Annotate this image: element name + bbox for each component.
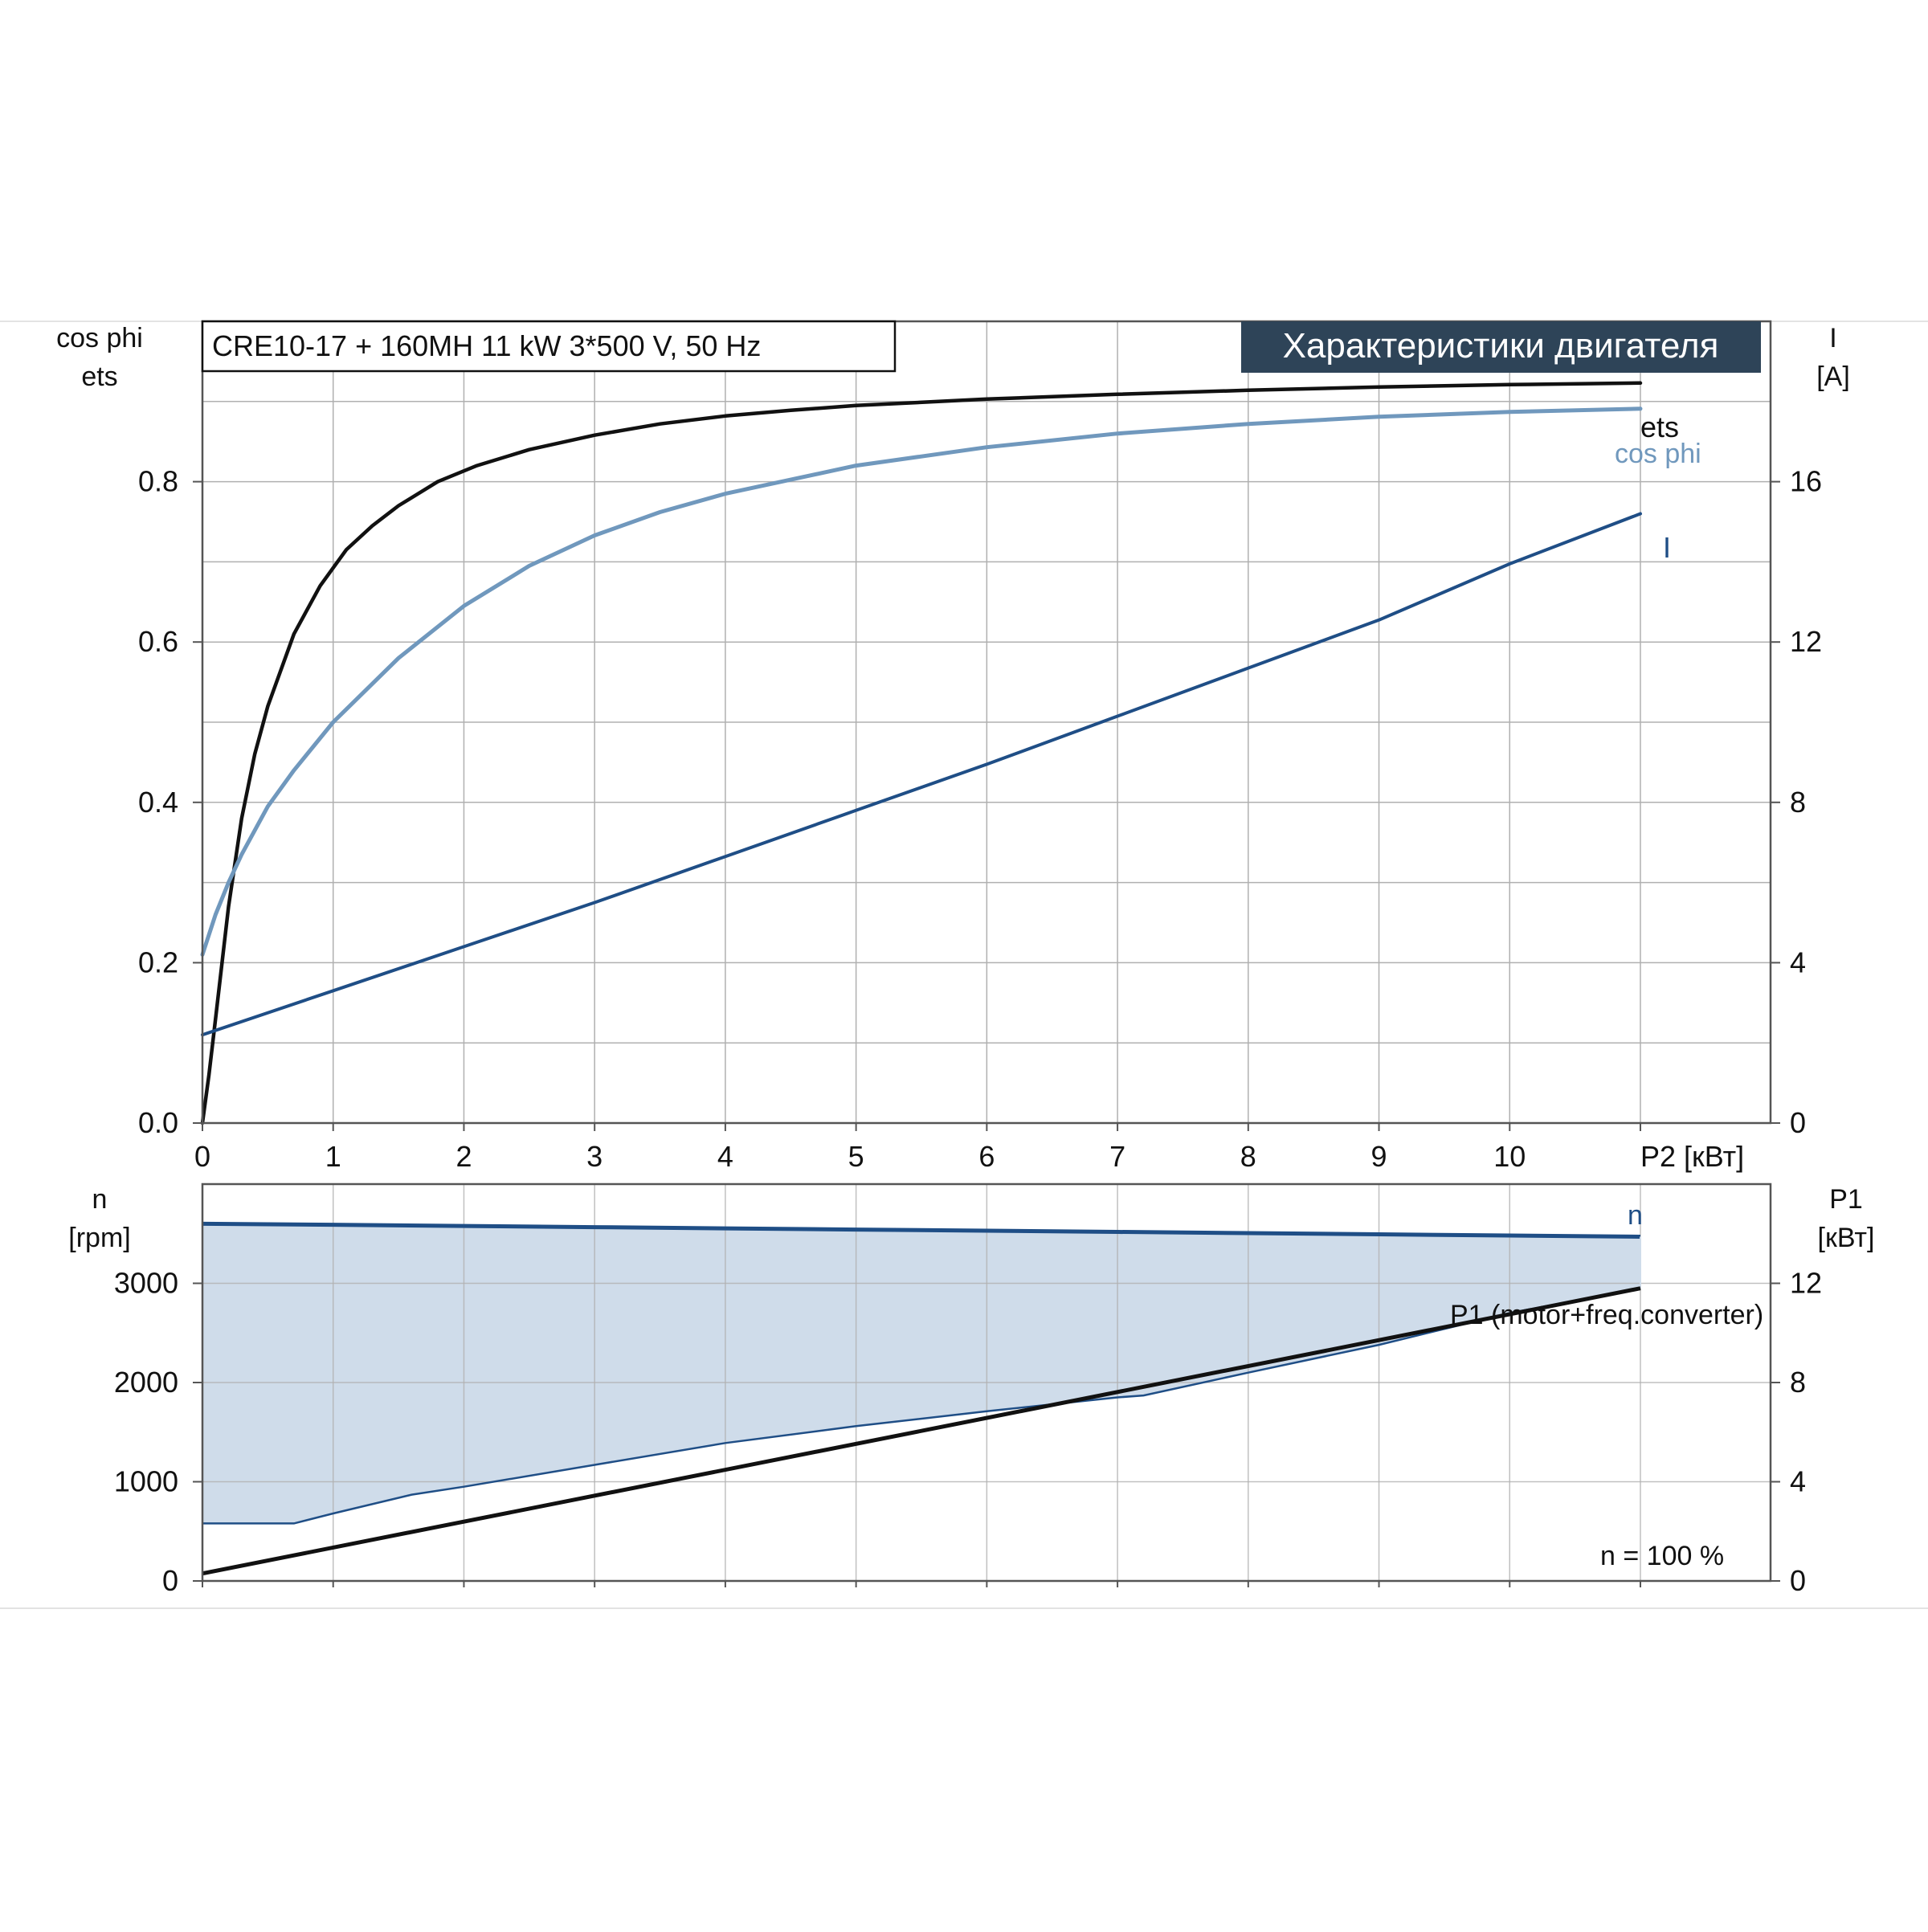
top-right-axis-label-1: I	[1829, 323, 1836, 353]
speed-series-label: n	[1628, 1200, 1643, 1231]
x-tick-label: 1	[325, 1140, 341, 1173]
operating-range-area	[202, 1223, 1640, 1524]
bottom-y-right-tick-label: 0	[1790, 1564, 1806, 1597]
y-right-tick-label: 12	[1790, 625, 1822, 658]
ets-series-label: ets	[1640, 410, 1679, 443]
bottom-y-left-tick-label: 2000	[114, 1366, 178, 1399]
speed-curve	[202, 1221, 1641, 1239]
p1-series-label: P1 (motor+freq.converter)	[1450, 1300, 1763, 1330]
bottom-tick-labels: 0 1000 2000 3000 0 4 8 12	[114, 1267, 1822, 1598]
x-tick-label: 10	[1493, 1140, 1526, 1173]
model-label: CRE10-17 + 160MH 11 kW 3*500 V, 50 Hz	[212, 329, 761, 362]
bottom-y-left-tick-label: 0	[162, 1564, 178, 1597]
current-line	[201, 512, 1642, 1037]
x-tick-label: 4	[717, 1140, 733, 1173]
model-box	[201, 320, 897, 373]
y-left-tick-label: 0.2	[138, 946, 178, 978]
bottom-y-right-tick-label: 12	[1790, 1267, 1822, 1300]
x-tick-label: 9	[1371, 1140, 1387, 1173]
x-tick-label: 7	[1109, 1140, 1125, 1173]
y-right-tick-label: 4	[1790, 946, 1806, 978]
cos-phi-series-label: cos phi	[1615, 439, 1701, 469]
top-left-axis-label-2: ets	[81, 361, 117, 392]
bottom-left-axis-label-1: n	[92, 1184, 108, 1215]
bottom-right-axis-label-1: P1	[1829, 1184, 1863, 1215]
x-tick-label: 0	[194, 1140, 210, 1173]
y-left-tick-label: 0.8	[138, 465, 178, 498]
top-left-axis-label-1: cos phi	[56, 323, 143, 353]
x-tick-label: 5	[848, 1140, 864, 1173]
x-tick-label: 8	[1240, 1140, 1256, 1173]
ets-curve	[200, 381, 1643, 1125]
y-right-tick-label: 16	[1790, 465, 1822, 498]
min-speed-curve	[202, 1287, 1641, 1525]
speed-range-fill	[202, 1223, 1640, 1524]
top-gridlines	[202, 321, 1771, 1123]
cos-phi-curve	[200, 406, 1643, 957]
bottom-series-group	[202, 1221, 1641, 1576]
speed-annotation: n = 100 %	[1600, 1541, 1724, 1571]
bottom-y-right-tick-label: 4	[1790, 1465, 1806, 1498]
y-left-tick-label: 0.6	[138, 625, 178, 658]
top-right-axis-label-2: [A]	[1816, 361, 1850, 392]
p1-power-line	[202, 1286, 1641, 1576]
bottom-y-left-tick-label: 1000	[114, 1465, 178, 1498]
x-axis-label: P2 [кВт]	[1640, 1140, 1744, 1173]
bottom-left-axis-label-2: [rpm]	[68, 1223, 130, 1253]
bottom-y-left-tick-label: 3000	[114, 1267, 178, 1300]
x-tick-label: 6	[978, 1140, 995, 1173]
bottom-right-axis-label-2: [кВт]	[1818, 1223, 1875, 1253]
x-tick-label: 3	[586, 1140, 602, 1173]
top-series-group	[200, 381, 1643, 1125]
current-series-label: I	[1663, 531, 1671, 564]
title-box	[1241, 321, 1761, 373]
y-right-tick-label: 0	[1790, 1106, 1806, 1139]
x-tick-label: 2	[455, 1140, 472, 1173]
y-left-tick-label: 0.4	[138, 786, 178, 819]
y-right-tick-label: 8	[1790, 786, 1806, 819]
chart-title: Характеристики двигателя	[1283, 326, 1719, 366]
bottom-y-right-tick-label: 8	[1790, 1366, 1806, 1399]
y-left-tick-label: 0.0	[138, 1106, 178, 1139]
